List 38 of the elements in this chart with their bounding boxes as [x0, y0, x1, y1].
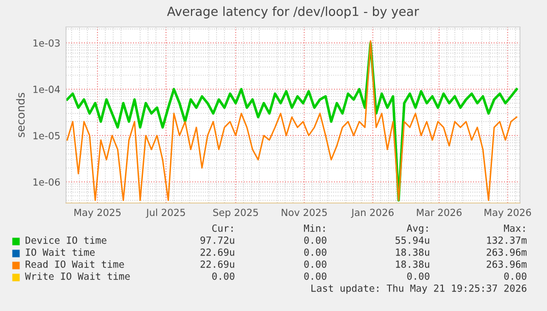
- text: 0.00: [212, 272, 234, 280]
- text: 18.38u: [396, 248, 430, 256]
- text: 0.00: [504, 272, 526, 280]
- y-tick-label: 1e-05: [33, 132, 60, 140]
- legend-label: Read IO Wait time: [26, 260, 124, 268]
- text: 263.96m: [486, 260, 527, 268]
- x-tick-label: Jul 2025: [146, 208, 185, 218]
- chart-title: Average latency for /dev/loop1 - by year: [167, 6, 420, 18]
- y-tick-label: 1e-06: [33, 178, 60, 186]
- text: 0.00: [304, 260, 326, 268]
- x-tick-label: May 2026: [484, 208, 531, 218]
- x-tick-label: Jan 2026: [350, 208, 394, 218]
- y-tick-label: 1e-04: [33, 86, 60, 94]
- x-tick-label: Sep 2025: [213, 208, 258, 218]
- text: 22.69u: [200, 260, 234, 268]
- text: 0.00: [304, 272, 326, 280]
- x-tick-label: Nov 2025: [282, 208, 327, 216]
- text: Max:: [504, 224, 525, 232]
- legend-label: IO Wait time: [26, 248, 95, 256]
- x-tick-label: Mar 2026: [416, 208, 462, 216]
- text: 18.38u: [396, 260, 430, 268]
- x-tick-label: May 2025: [74, 208, 121, 218]
- legend-label: Write IO Wait time: [25, 272, 130, 280]
- text: Avg:: [406, 224, 428, 234]
- legend-label: Device IO time: [26, 236, 106, 244]
- text: 0.00: [304, 248, 326, 256]
- text: 55.94u: [396, 236, 430, 244]
- y-axis-title: seconds: [16, 92, 25, 138]
- text: 22.69u: [200, 248, 234, 256]
- y-tick-label: 1e-03: [33, 39, 60, 47]
- text: Min:: [304, 224, 325, 232]
- text: Cur:: [212, 224, 233, 232]
- text: Last update: Thu May 21 19:25:37 2026: [311, 284, 526, 294]
- text: 263.96m: [486, 248, 527, 256]
- text: 0.00: [304, 236, 326, 244]
- text: 97.72u: [200, 236, 234, 244]
- text: 0.00: [407, 272, 430, 280]
- text: 132.37m: [487, 236, 527, 244]
